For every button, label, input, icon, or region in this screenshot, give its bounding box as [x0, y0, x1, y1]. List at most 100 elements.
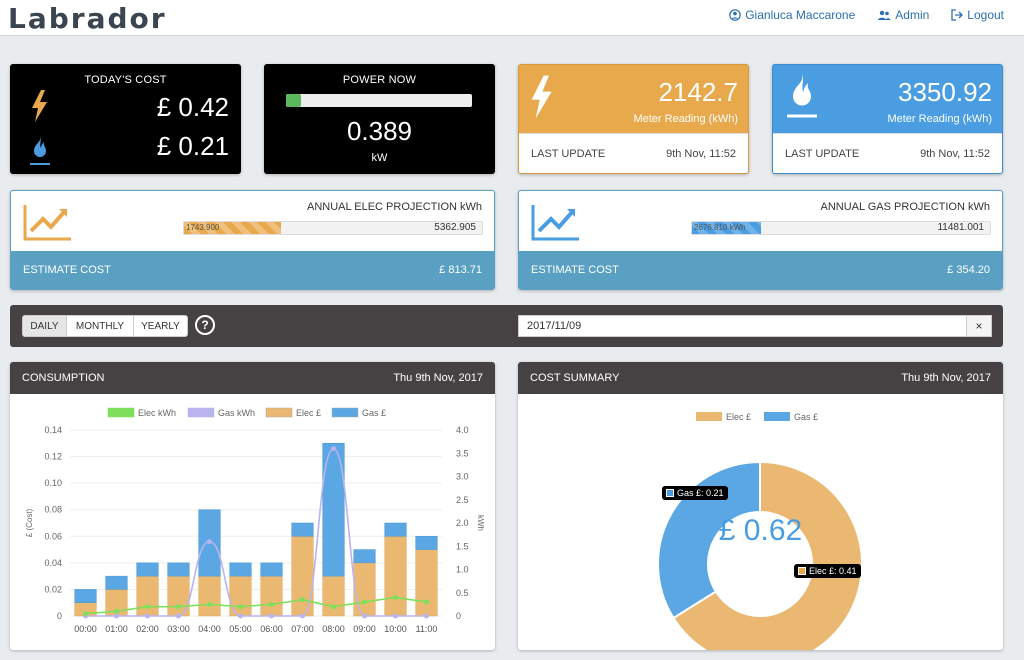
gas-cost-bar — [322, 443, 345, 577]
panel-date: Thu 9th Nov, 2017 — [901, 372, 991, 384]
y2-tick-label: 1.0 — [456, 565, 469, 575]
elec-meter-label: Meter Reading (kWh) — [633, 113, 738, 125]
panel-date: Thu 9th Nov, 2017 — [393, 372, 483, 384]
projection-title: ANNUAL ELEC PROJECTION kWh — [306, 201, 482, 213]
x-tick-label: 08:00 — [322, 624, 345, 634]
flame-icon — [787, 74, 817, 118]
update-time: 9th Nov, 11:52 — [920, 147, 990, 160]
x-tick-label: 05:00 — [229, 624, 252, 634]
x-tick-label: 03:00 — [167, 624, 190, 634]
gas-cost-bar — [353, 549, 376, 564]
gas-kwh-point — [393, 613, 398, 619]
legend-label: Gas £ — [794, 412, 818, 422]
elec-cost-bar — [198, 575, 221, 617]
y-tick-label: 0 — [57, 611, 62, 621]
x-tick-label: 00:00 — [74, 624, 97, 634]
consumption-chart[interactable]: Elec kWh Gas kWh Elec £ Gas £ 0.14 0.12 0.10 0.… — [10, 394, 495, 650]
lightning-icon — [32, 90, 47, 122]
gas-cost-bar — [105, 575, 128, 590]
user-icon — [729, 9, 742, 21]
users-icon — [878, 10, 891, 20]
y-tick-label: 0.10 — [44, 478, 62, 488]
x-tick-label: 04:00 — [198, 624, 221, 634]
gas-kwh-point — [207, 539, 212, 545]
yearly-button[interactable]: YEARLY — [133, 315, 188, 337]
panel-title: CONSUMPTION — [22, 372, 105, 384]
y2-tick-label: 3.5 — [456, 448, 469, 458]
y-tick-label: 0.08 — [44, 505, 62, 515]
y2-axis-label: kWh — [476, 515, 485, 531]
legend-swatch — [331, 407, 359, 418]
gas-kwh-point — [176, 613, 181, 619]
gas-cost-bar — [136, 562, 159, 577]
gas-cost-bar — [291, 522, 314, 537]
elec-projection-bar: 1743.900 5362.905 — [183, 221, 483, 235]
cost-summary-panel: COST SUMMARY Thu 9th Nov, 2017 Elec £ Gas… — [518, 362, 1003, 650]
daily-button[interactable]: DAILY — [22, 315, 67, 337]
gas-kwh-point — [145, 613, 150, 619]
admin-label: Admin — [895, 8, 930, 22]
gas-projection-card: ANNUAL GAS PROJECTION kWh 2676.810 kWh 1… — [518, 190, 1003, 290]
power-value: 0.389 — [346, 116, 413, 146]
elec-swatch — [798, 567, 806, 575]
legend-swatch — [107, 407, 135, 418]
admin-link[interactable]: Admin — [877, 8, 929, 22]
elec-kwh-point — [207, 601, 212, 607]
gas-cost-bar — [260, 562, 283, 577]
date-input[interactable]: 2017/11/09 — [518, 315, 968, 337]
estimate-value: £ 813.71 — [439, 264, 482, 276]
gas-slice — [657, 460, 761, 620]
x-tick-label: 02:00 — [136, 624, 159, 634]
help-icon[interactable]: ? — [195, 315, 215, 335]
logout-link[interactable]: Logout — [951, 8, 1004, 22]
elec-kwh-point — [331, 604, 336, 610]
y2-tick-label: 0 — [456, 611, 461, 621]
logout-icon — [951, 9, 964, 21]
clear-date-button[interactable]: × — [966, 315, 992, 337]
app-logo[interactable]: Labrador — [8, 2, 167, 35]
gas-meter-value: 3350.92 — [898, 77, 992, 107]
projected-value: 5362.905 — [434, 222, 476, 233]
gas-estimate-footer: ESTIMATE COST £ 354.20 — [519, 251, 1002, 289]
y2-tick-label: 1.5 — [456, 541, 469, 551]
elec-kwh-point — [176, 604, 181, 610]
donut-center-total: £ 0.62 — [718, 514, 803, 547]
projection-title: ANNUAL GAS PROJECTION kWh — [820, 201, 990, 213]
gas-kwh-point — [424, 613, 429, 619]
gas-cost-bar — [167, 562, 190, 577]
gas-projection-bar: 2676.810 kWh 11481.001 — [691, 221, 991, 235]
y2-tick-label: 4.0 — [456, 425, 469, 435]
gas-meter-label: Meter Reading (kWh) — [887, 113, 992, 125]
gas-projection-fill: 2676.810 kWh — [692, 222, 762, 234]
elec-projection-card: ANNUAL ELEC PROJECTION kWh 1743.900 5362… — [10, 190, 495, 290]
elec-cost-bar — [136, 575, 159, 617]
estimate-value: £ 354.20 — [947, 264, 990, 276]
legend-label: Gas kWh — [218, 408, 255, 418]
consumption-panel: CONSUMPTION Thu 9th Nov, 2017 Elec kWh Ga… — [10, 362, 495, 650]
flame-icon — [30, 136, 50, 165]
gas-swatch — [666, 489, 674, 497]
gas-cost-bar — [74, 589, 97, 603]
gas-tooltip-text: Gas £: 0.21 — [677, 488, 724, 498]
panel-title: COST SUMMARY — [530, 372, 620, 384]
gas-cost-bar — [229, 562, 252, 577]
elec-kwh-point — [300, 597, 305, 603]
logout-label: Logout — [967, 8, 1004, 22]
gas-tooltip: Gas £: 0.21 — [662, 486, 728, 500]
card-title: TODAY'S COST — [84, 74, 167, 86]
elec-cost-today: £ 0.42 — [156, 92, 229, 122]
user-link[interactable]: Gianluca Maccarone — [729, 8, 855, 22]
panel-header: COST SUMMARY Thu 9th Nov, 2017 — [518, 362, 1003, 394]
monthly-button[interactable]: MONTHLY — [66, 315, 134, 337]
legend-label: Elec £ — [296, 408, 321, 418]
elec-kwh-point — [424, 599, 429, 605]
x-tick-label: 06:00 — [260, 624, 283, 634]
x-tick-label: 09:00 — [353, 624, 376, 634]
gas-kwh-point — [331, 446, 336, 452]
update-label: LAST UPDATE — [531, 147, 606, 160]
cost-donut-chart[interactable]: Elec £ Gas £ — [518, 394, 1003, 650]
elec-cost-bar — [415, 549, 438, 617]
power-unit: kW — [371, 152, 388, 164]
power-now-card: POWER NOW 0.389 kW — [264, 64, 495, 174]
elec-projection-fill: 1743.900 — [184, 222, 281, 234]
